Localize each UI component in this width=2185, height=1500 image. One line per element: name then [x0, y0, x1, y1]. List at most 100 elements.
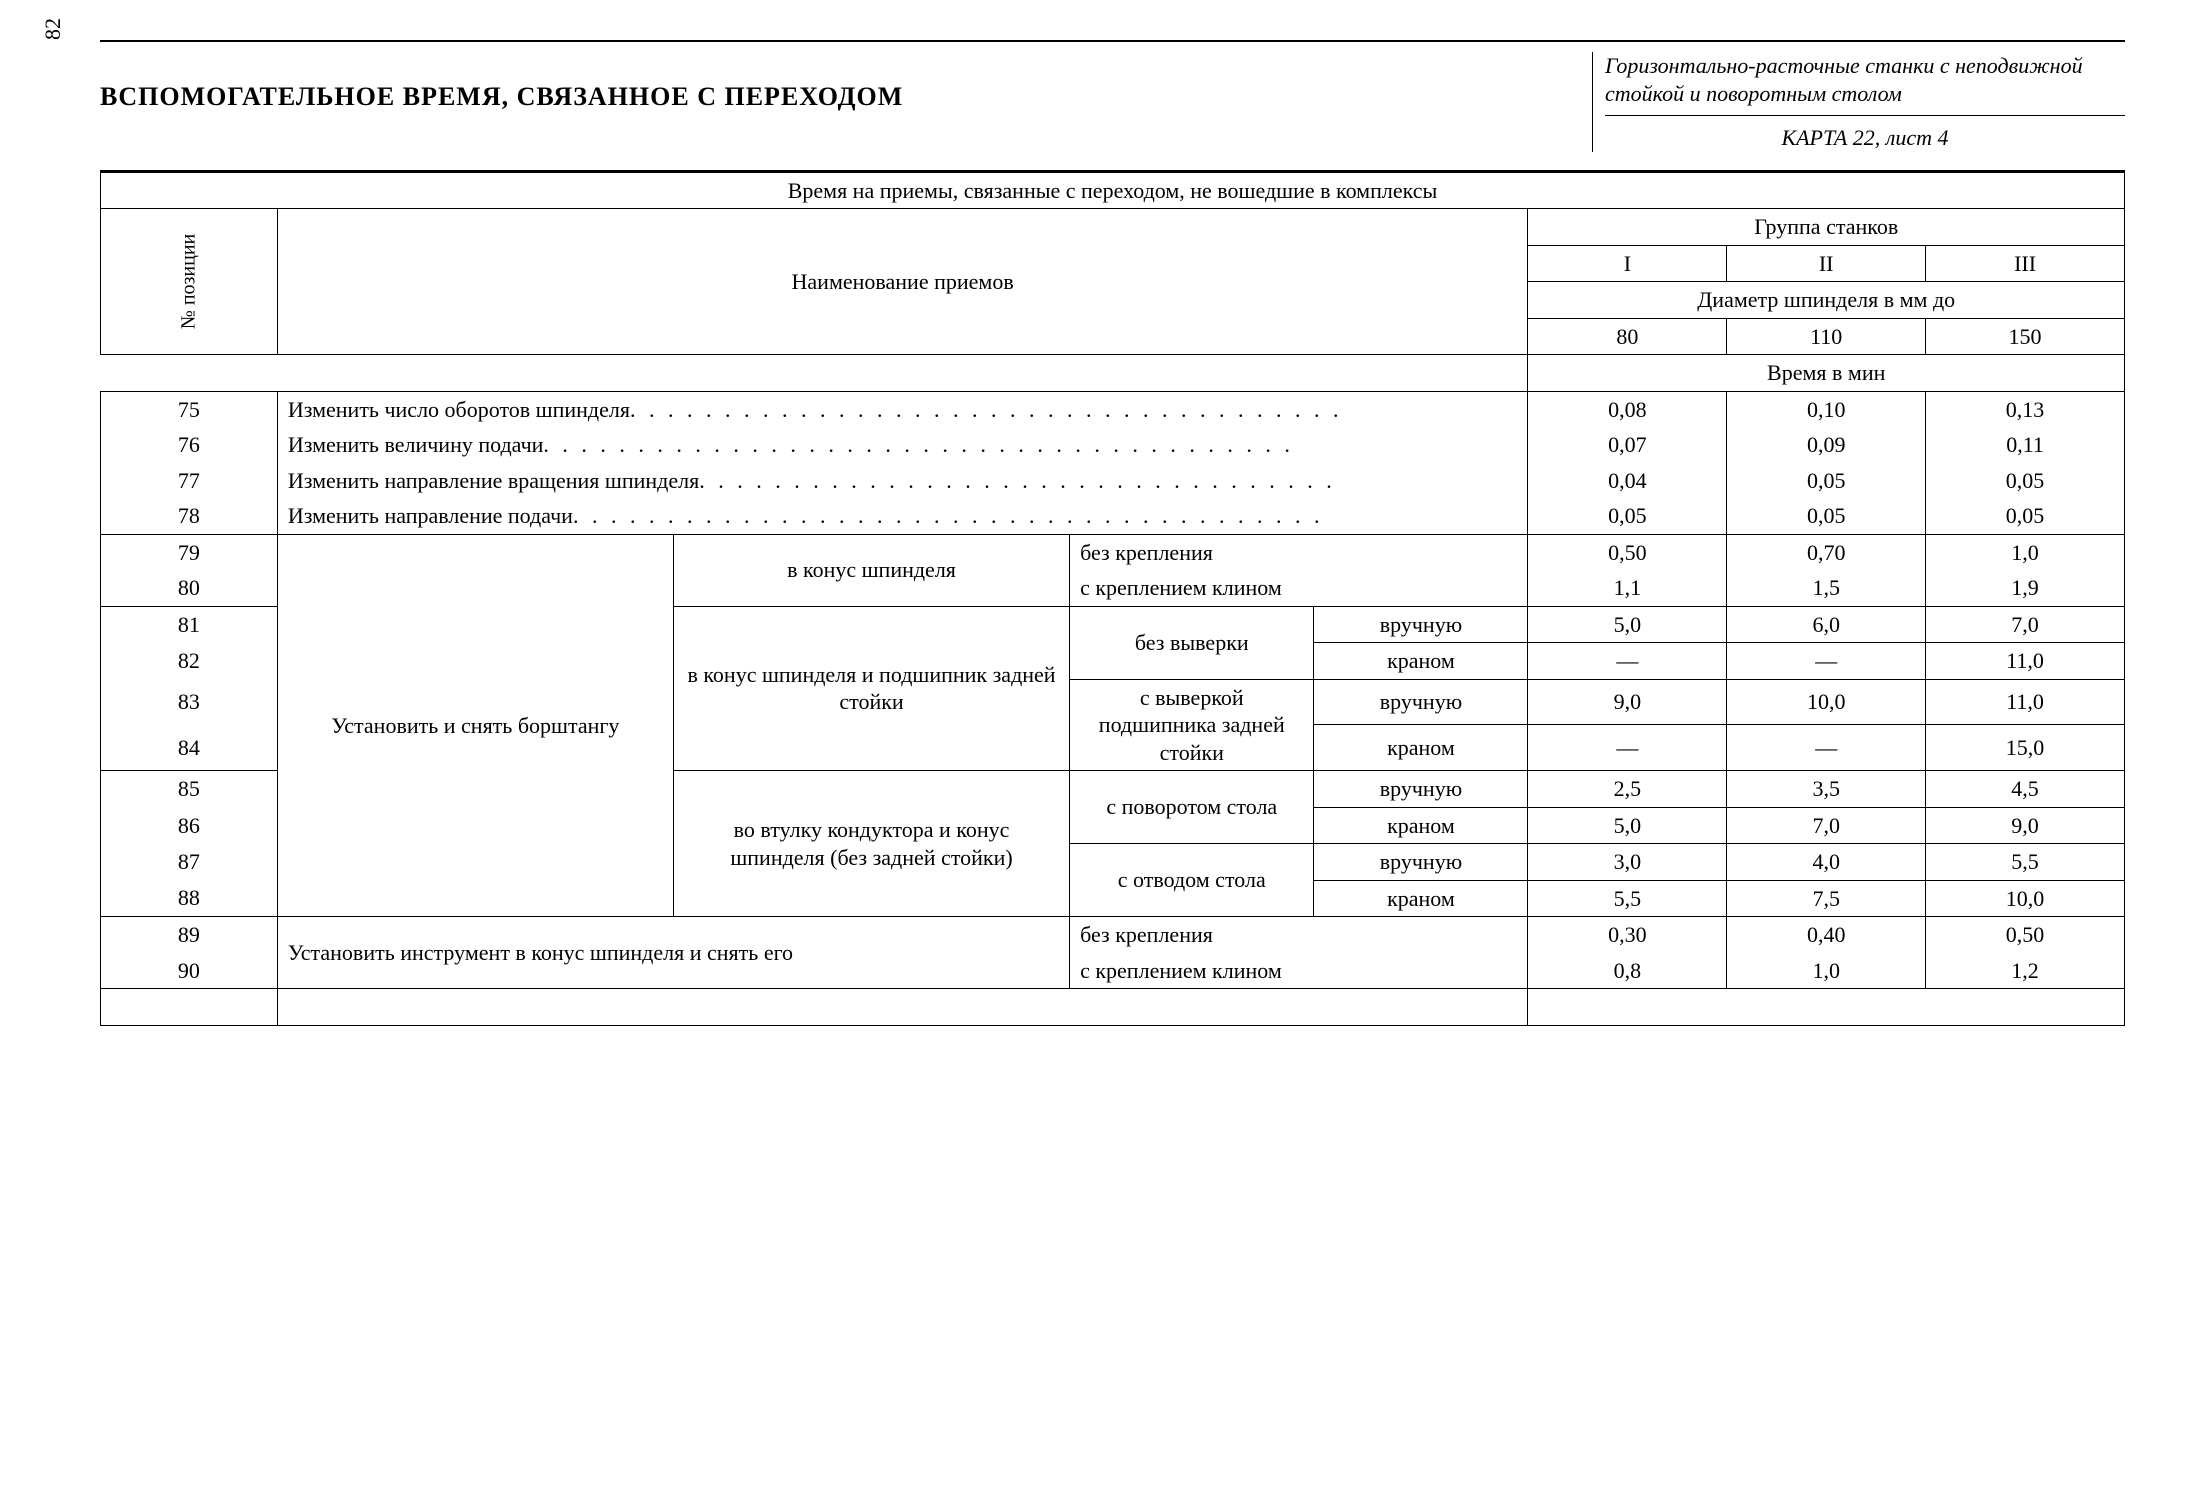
- subtitle-divider: [1605, 115, 2125, 116]
- row-name: Изменить направление подачи. . . . . . .…: [277, 498, 1528, 534]
- method: вручную: [1314, 771, 1528, 808]
- val: 9,0: [1926, 807, 2125, 844]
- document-title: ВСПОМОГАТЕЛЬНОЕ ВРЕМЯ, СВЯЗАННОЕ С ПЕРЕХ…: [100, 82, 1592, 112]
- empty-cell: [1926, 989, 2125, 1026]
- val: 0,70: [1727, 534, 1926, 570]
- group-1: I: [1528, 245, 1727, 282]
- val: 11,0: [1926, 679, 2125, 725]
- val: 0,07: [1528, 427, 1727, 463]
- pos-81: 81: [101, 606, 278, 643]
- val: 2,5: [1528, 771, 1727, 808]
- method: вручную: [1314, 606, 1528, 643]
- val: 0,05: [1926, 463, 2125, 499]
- val: 7,0: [1727, 807, 1926, 844]
- val: 1,2: [1926, 953, 2125, 989]
- col-header-position: № позиции: [101, 209, 278, 355]
- val: —: [1528, 725, 1727, 771]
- pos-84: 84: [101, 725, 278, 771]
- empty-cell: [101, 989, 278, 1026]
- col-header-name: Наименование приемов: [277, 209, 1528, 355]
- val: 0,08: [1528, 391, 1727, 427]
- cond: с креплением клином: [1070, 953, 1528, 989]
- empty-cell: [1528, 989, 1727, 1026]
- val: —: [1727, 725, 1926, 771]
- cond: с поворотом стола: [1070, 771, 1314, 844]
- machine-subtitle: Горизонтально-расточные станки с неподви…: [1605, 52, 2125, 107]
- pos-80: 80: [101, 570, 278, 606]
- val: 0,10: [1727, 391, 1926, 427]
- row-name: Изменить величину подачи. . . . . . . . …: [277, 427, 1528, 463]
- val: 4,0: [1727, 844, 1926, 881]
- method: краном: [1314, 725, 1528, 771]
- cond: без выверки: [1070, 606, 1314, 679]
- val: 1,0: [1727, 953, 1926, 989]
- pos-76: 76: [101, 427, 278, 463]
- sub-cond: в конус шпинделя: [673, 534, 1069, 606]
- operation-name: Установить и снять борштангу: [277, 534, 673, 917]
- cond: без крепления: [1070, 534, 1528, 570]
- val: 11,0: [1926, 643, 2125, 680]
- pos-90: 90: [101, 953, 278, 989]
- pos-77: 77: [101, 463, 278, 499]
- diam-3: 150: [1926, 318, 2125, 355]
- col-header-time: Время в мин: [1528, 355, 2125, 392]
- top-rule: [100, 40, 2125, 42]
- method: краном: [1314, 880, 1528, 917]
- cond: с креплением клином: [1070, 570, 1528, 606]
- val: 5,5: [1926, 844, 2125, 881]
- val: 0,8: [1528, 953, 1727, 989]
- val: 1,9: [1926, 570, 2125, 606]
- val: 1,1: [1528, 570, 1727, 606]
- col-header-diameter: Диаметр шпинделя в мм до: [1528, 282, 2125, 319]
- pos-86: 86: [101, 807, 278, 844]
- pos-85: 85: [101, 771, 278, 808]
- val: 0,50: [1528, 534, 1727, 570]
- cond: без крепления: [1070, 917, 1528, 953]
- diam-1: 80: [1528, 318, 1727, 355]
- pos-82: 82: [101, 643, 278, 680]
- val: 5,0: [1528, 606, 1727, 643]
- empty-cell: [1727, 989, 1926, 1026]
- method: вручную: [1314, 679, 1528, 725]
- val: 0,13: [1926, 391, 2125, 427]
- method: краном: [1314, 643, 1528, 680]
- val: 15,0: [1926, 725, 2125, 771]
- sub-cond: во втулку кондуктора и конус шпинделя (б…: [673, 771, 1069, 917]
- pos-75: 75: [101, 391, 278, 427]
- col-header-group: Группа станков: [1528, 209, 2125, 246]
- cond: с выверкой подшипника задней стойки: [1070, 679, 1314, 771]
- val: 10,0: [1727, 679, 1926, 725]
- val: 0,05: [1727, 498, 1926, 534]
- pos-89: 89: [101, 917, 278, 953]
- method: краном: [1314, 807, 1528, 844]
- pos-88: 88: [101, 880, 278, 917]
- sub-cond: в конус шпинделя и подшипник задней стой…: [673, 606, 1069, 771]
- val: 6,0: [1727, 606, 1926, 643]
- row-name: Изменить направление вращения шпинделя. …: [277, 463, 1528, 499]
- val: 5,0: [1528, 807, 1727, 844]
- group-2: II: [1727, 245, 1926, 282]
- pos-79: 79: [101, 534, 278, 570]
- group-3: III: [1926, 245, 2125, 282]
- val: 7,0: [1926, 606, 2125, 643]
- card-label: КАРТА 22, лист 4: [1605, 124, 2125, 152]
- val: 0,09: [1727, 427, 1926, 463]
- val: —: [1727, 643, 1926, 680]
- val: 5,5: [1528, 880, 1727, 917]
- row-name: Изменить число оборотов шпинделя. . . . …: [277, 391, 1528, 427]
- val: 0,30: [1528, 917, 1727, 953]
- val: 9,0: [1528, 679, 1727, 725]
- pos-78: 78: [101, 498, 278, 534]
- val: 0,40: [1727, 917, 1926, 953]
- val: 10,0: [1926, 880, 2125, 917]
- val: 3,5: [1727, 771, 1926, 808]
- val: —: [1528, 643, 1727, 680]
- val: 3,0: [1528, 844, 1727, 881]
- table-caption: Время на приемы, связанные с переходом, …: [101, 172, 2125, 209]
- val: 4,5: [1926, 771, 2125, 808]
- empty-cell: [277, 989, 1528, 1026]
- val: 0,50: [1926, 917, 2125, 953]
- val: 0,05: [1926, 498, 2125, 534]
- operation-name: Установить инструмент в конус шпинделя и…: [277, 917, 1069, 989]
- cond: с отводом стола: [1070, 844, 1314, 917]
